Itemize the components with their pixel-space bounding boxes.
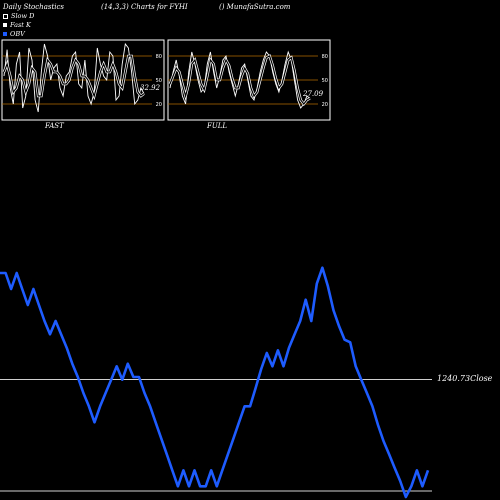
legend: Slow D Fast K OBV [3,12,34,39]
series-slow-d [169,55,311,105]
swatch-obv [3,32,7,36]
last-value-label: 32.92 [140,84,161,92]
legend-item-slow-d: Slow D [3,12,34,21]
level-tick-label: 20 [322,102,328,108]
series-fast-k [169,50,311,109]
level-tick-label: 80 [156,54,162,60]
legend-item-obv: OBV [3,30,34,39]
chart-params: (14,3,3) Charts for FYHI [101,3,188,11]
legend-label: Slow D [11,12,35,20]
legend-item-fast-k: Fast K [3,21,34,30]
site-credit: () MunafaSutra.com [219,3,291,11]
level-tick-label: 50 [156,78,162,84]
series-fast-k [3,42,145,113]
level-tick-label: 80 [322,54,328,60]
chart-title: Daily Stochastics [3,3,65,11]
close-price-label: 1240.73Close [437,374,493,383]
swatch-slow-d [3,13,8,19]
panel-label-full: FULL [207,122,228,130]
last-value-label: 27.09 [302,90,324,98]
panel-label-fast: FAST [45,122,64,130]
legend-label: Fast K [10,21,31,29]
series-slow-d [3,55,145,98]
level-tick-label: 50 [322,78,328,84]
legend-label: OBV [10,30,25,38]
swatch-fast-k [3,23,7,27]
level-tick-label: 20 [156,102,162,108]
series-obv [0,266,430,499]
